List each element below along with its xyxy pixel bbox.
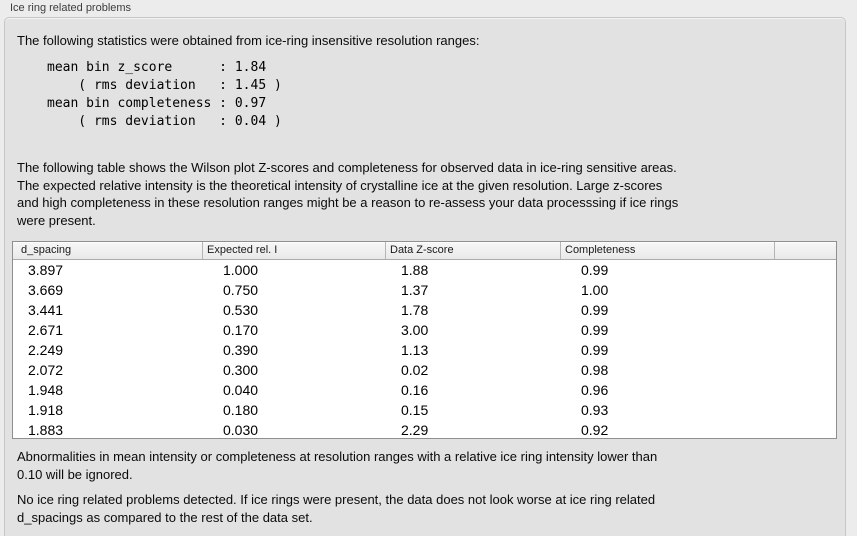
table-cell-data-z-score: 1.13 (401, 342, 429, 358)
table-cell-filler (775, 420, 836, 440)
table-cell-d-spacing: 1.948 (28, 382, 64, 398)
column-header-d-spacing[interactable]: d_spacing (13, 242, 203, 259)
table-cell-data-z-score: 0.02 (401, 362, 429, 378)
ignore-note-text: Abnormalities in mean intensity or compl… (17, 449, 658, 482)
table-cell-completeness: 1.00 (581, 282, 609, 298)
table-row[interactable]: 2.249 0.390 1.13 0.99 (13, 340, 836, 360)
table-cell-expected-rel-i: 0.170 (223, 322, 259, 338)
table-cell-filler (775, 280, 836, 300)
table-cell-expected-rel-i: 0.390 (223, 342, 259, 358)
table-description-text: The following table shows the Wilson plo… (17, 160, 679, 228)
table-cell-expected-rel-i: 0.750 (223, 282, 259, 298)
table-cell-filler (775, 360, 836, 380)
column-header-data-z-score[interactable]: Data Z-score (386, 242, 561, 259)
table-cell-expected-rel-i: 1.000 (223, 262, 259, 278)
table-cell-data-z-score: 1.88 (401, 262, 429, 278)
table-row[interactable]: 2.671 0.170 3.00 0.99 (13, 320, 836, 340)
table-row[interactable]: 1.948 0.040 0.16 0.96 (13, 380, 836, 400)
table-cell-data-z-score: 0.16 (401, 382, 429, 398)
column-header-expected-rel-i[interactable]: Expected rel. I (203, 242, 386, 259)
ice-ring-table: d_spacing Expected rel. I Data Z-score C… (12, 241, 837, 439)
intro-text: The following statistics were obtained f… (17, 33, 480, 48)
table-cell-data-z-score: 0.15 (401, 402, 429, 418)
table-row[interactable]: 3.441 0.530 1.78 0.99 (13, 300, 836, 320)
table-cell-d-spacing: 3.897 (28, 262, 64, 278)
table-cell-d-spacing: 3.441 (28, 302, 64, 318)
table-cell-d-spacing: 3.669 (28, 282, 64, 298)
table-cell-data-z-score: 1.78 (401, 302, 429, 318)
table-row[interactable]: 3.669 0.750 1.37 1.00 (13, 280, 836, 300)
table-cell-expected-rel-i: 0.030 (223, 422, 259, 438)
table-cell-completeness: 0.99 (581, 302, 609, 318)
table-header-row: d_spacing Expected rel. I Data Z-score C… (13, 242, 836, 260)
table-cell-filler (775, 320, 836, 340)
table-cell-expected-rel-i: 0.530 (223, 302, 259, 318)
table-cell-d-spacing: 2.249 (28, 342, 64, 358)
column-header-filler (775, 242, 836, 259)
table-cell-filler (775, 340, 836, 360)
conclusion-text: No ice ring related problems detected. I… (17, 492, 656, 525)
table-cell-expected-rel-i: 0.300 (223, 362, 259, 378)
table-row[interactable]: 1.883 0.030 2.29 0.92 (13, 420, 836, 440)
table-cell-filler (775, 260, 836, 280)
table-cell-expected-rel-i: 0.040 (223, 382, 259, 398)
table-cell-filler (775, 400, 836, 420)
column-header-completeness[interactable]: Completeness (561, 242, 775, 259)
table-cell-d-spacing: 1.918 (28, 402, 64, 418)
group-box-label: Ice ring related problems (10, 2, 132, 14)
stats-block: mean bin z_score : 1.84 ( rms deviation … (47, 60, 282, 129)
table-cell-completeness: 0.93 (581, 402, 609, 418)
table-cell-data-z-score: 3.00 (401, 322, 429, 338)
ice-ring-group-box: The following statistics were obtained f… (4, 17, 846, 536)
table-cell-d-spacing: 2.072 (28, 362, 64, 378)
table-cell-completeness: 0.98 (581, 362, 609, 378)
table-cell-completeness: 0.99 (581, 322, 609, 338)
table-cell-d-spacing: 2.671 (28, 322, 64, 338)
table-cell-completeness: 0.96 (581, 382, 609, 398)
table-row[interactable]: 1.918 0.180 0.15 0.93 (13, 400, 836, 420)
table-cell-completeness: 0.99 (581, 262, 609, 278)
table-cell-d-spacing: 1.883 (28, 422, 64, 438)
table-cell-data-z-score: 2.29 (401, 422, 429, 438)
table-body: 3.897 1.000 1.88 0.99 3.669 0.750 1.37 1… (13, 260, 836, 440)
table-cell-data-z-score: 1.37 (401, 282, 429, 298)
table-row[interactable]: 3.897 1.000 1.88 0.99 (13, 260, 836, 280)
table-cell-completeness: 0.99 (581, 342, 609, 358)
table-cell-expected-rel-i: 0.180 (223, 402, 259, 418)
table-row[interactable]: 2.072 0.300 0.02 0.98 (13, 360, 836, 380)
table-cell-filler (775, 300, 836, 320)
table-cell-filler (775, 380, 836, 400)
table-cell-completeness: 0.92 (581, 422, 609, 438)
